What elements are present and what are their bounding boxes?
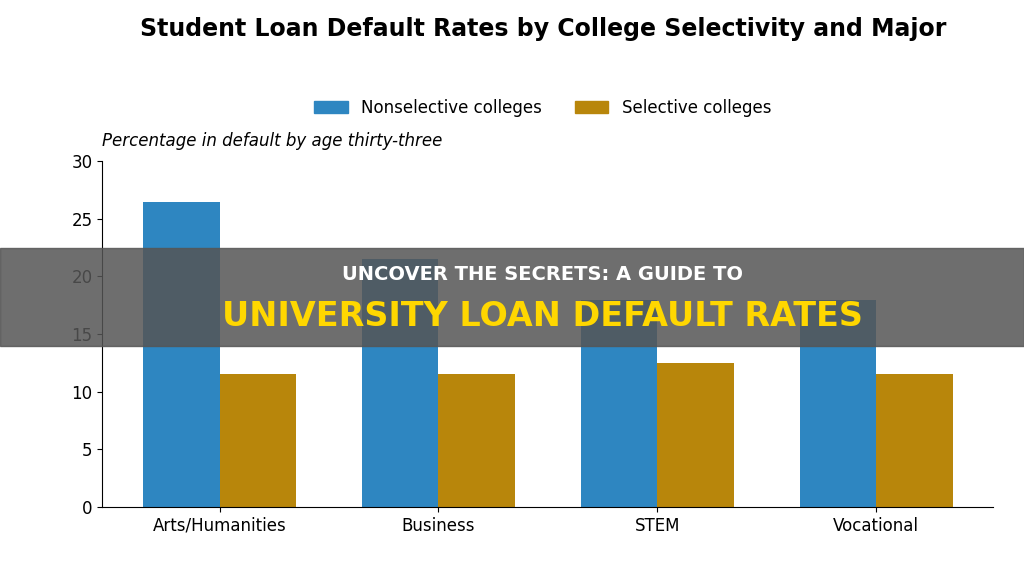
Bar (143, 202, 219, 507)
Bar (657, 363, 734, 507)
Text: Student Loan Default Rates by College Selectivity and Major: Student Loan Default Rates by College Se… (139, 17, 946, 41)
Bar (581, 300, 657, 507)
Bar (438, 374, 515, 507)
Text: Percentage in default by age thirty-three: Percentage in default by age thirty-thre… (102, 132, 442, 150)
Text: UNCOVER THE SECRETS: A GUIDE TO: UNCOVER THE SECRETS: A GUIDE TO (342, 264, 743, 283)
Legend: Nonselective colleges, Selective colleges: Nonselective colleges, Selective college… (307, 92, 778, 123)
Bar (800, 300, 877, 507)
Text: UNIVERSITY LOAN DEFAULT RATES: UNIVERSITY LOAN DEFAULT RATES (222, 300, 863, 333)
Bar (877, 374, 952, 507)
Bar (219, 374, 296, 507)
Bar (361, 259, 438, 507)
